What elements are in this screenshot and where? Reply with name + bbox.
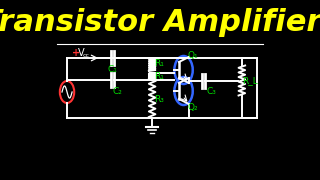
Text: R₃: R₃ [155,94,164,103]
Text: R₁: R₁ [155,59,164,68]
Text: V: V [78,48,85,58]
Text: R₁: R₁ [155,71,164,80]
Text: Q₂: Q₂ [188,102,198,111]
Text: Q₁: Q₁ [188,51,198,60]
Text: C₁: C₁ [107,64,117,73]
Text: Transistor Amplifiers: Transistor Amplifiers [0,8,320,37]
Text: +: + [72,48,80,58]
Text: C₃: C₃ [207,87,217,96]
Text: C₂: C₂ [113,87,122,96]
Text: R_L: R_L [243,76,258,85]
Text: cc: cc [83,53,90,57]
